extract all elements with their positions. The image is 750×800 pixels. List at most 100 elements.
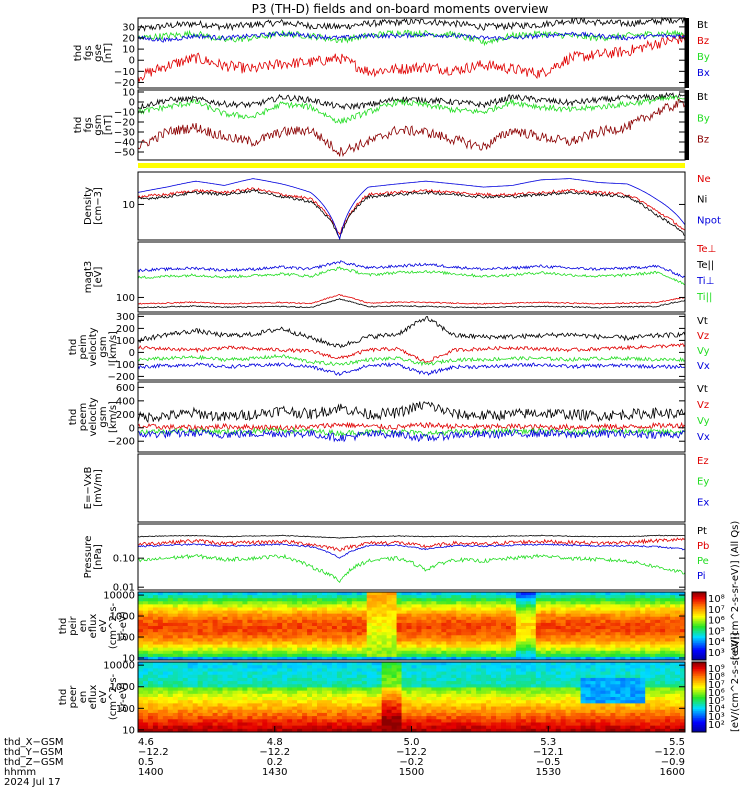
spectrogram-cell [545,668,552,673]
spectrogram-cell [456,610,462,615]
spectrogram-cell [162,629,169,633]
spectrogram-cell [540,616,547,621]
series-line-Te|| [137,298,686,309]
spectrogram-cell [456,638,462,642]
spectrogram-cell [346,706,353,711]
spectrogram-cell [520,598,527,602]
spectrogram-cell [376,684,383,688]
colorbar-segment [692,624,706,627]
spectrogram-cell [635,613,641,618]
spectrogram-cell [466,656,472,661]
spectrogram-cell [505,674,512,679]
spectrogram-cell [361,604,368,608]
y-axis-label: E=−VxB [83,467,94,510]
spectrogram-cell [635,616,641,621]
spectrogram-cell [456,598,462,602]
spectrogram-cell [555,632,562,636]
spectrogram-cell [635,647,641,652]
spectrogram-cell [476,700,482,704]
spectrogram-cell [351,703,358,708]
spectrogram-cell [660,622,666,627]
spectrogram-cell [376,687,383,692]
spectrogram-cell [491,697,497,701]
spectrogram-cell [326,641,333,646]
spectrogram-cell [202,722,209,727]
spectrogram-cell [605,681,611,685]
spectrogram-cell [346,616,353,621]
spectrogram-cell [381,619,388,624]
spectrogram-cell [620,632,626,636]
spectrogram-cell [197,629,204,633]
spectrogram-cell [336,644,343,649]
spectrogram-cell [247,716,253,720]
spectrogram-cell [496,653,502,658]
spectrogram-cell [371,709,378,714]
spectrogram-cell [615,629,621,633]
spectrogram-cell [277,700,283,704]
spectrogram-cell [431,598,437,602]
spectrogram-cell [227,668,233,673]
spectrogram-cell [550,722,557,727]
spectrogram-cell [257,619,263,624]
spectrogram-cell [630,632,636,636]
spectrogram-cell [192,677,199,682]
spectrogram-cell [336,728,343,733]
spectrogram-cell [600,662,606,666]
spectrogram-cell [197,722,204,727]
spectrogram-cell [555,716,562,720]
spectrogram-cell [446,656,452,661]
spectrogram-cell [217,629,224,633]
y-axis-label: fgs [83,45,94,60]
spectrogram-cell [222,644,229,649]
spectrogram-cell [302,604,308,608]
spectrogram-cell [192,622,199,627]
spectrogram-cell [172,671,179,676]
spectrogram-cell [147,656,154,661]
spectrogram-cell [605,671,611,676]
spectrogram-cell [426,681,432,685]
spectrogram-cell [471,716,477,720]
spectrogram-cell [550,703,557,708]
spectrogram-cell [197,719,204,723]
spectrogram-cell [670,610,676,615]
y-tick-label: 200 [116,324,135,335]
spectrogram-cell [232,619,238,624]
spectrogram-cell [326,725,333,730]
spectrogram-cell [252,638,258,642]
spectrogram-cell [232,629,238,633]
spectrogram-cell [207,635,214,639]
spectrogram-cell [401,671,408,676]
spectrogram-cell [401,622,408,627]
spectrogram-cell [192,681,199,685]
spectrogram-cell [222,687,229,692]
spectrogram-cell [496,674,502,679]
spectrogram-cell [510,716,517,720]
spectrogram-cell [406,598,412,602]
spectrogram-cell [665,592,671,596]
spectrogram-cell [257,671,263,676]
spectrogram-cell [172,703,179,708]
spectrogram-cell [242,592,248,596]
spectrogram-cell [630,604,636,608]
legend-Pi: Pi [697,571,706,582]
spectrogram-cell [630,728,636,733]
spectrogram-cell [152,610,159,615]
spectrogram-cell [510,632,517,636]
spectrogram-cell [242,610,248,615]
spectrogram-cell [222,638,229,642]
spectrogram-cell [486,690,492,695]
spectrogram-cell [391,610,398,615]
spectrogram-cell [680,653,686,658]
spectrogram-cell [605,647,611,652]
spectrogram-cell [182,629,189,633]
spectrogram-cell [550,677,557,682]
spectrogram-cell [476,665,482,669]
spectrogram-cell [640,656,646,661]
spectrogram-cell [535,653,542,658]
spectrogram-cell [670,601,676,605]
spectrogram-cell [471,709,477,714]
colorbar-frame [691,591,707,661]
spectrogram-cell [421,619,427,624]
spectrogram-cell [187,604,194,608]
spectrogram-cell [630,690,636,695]
